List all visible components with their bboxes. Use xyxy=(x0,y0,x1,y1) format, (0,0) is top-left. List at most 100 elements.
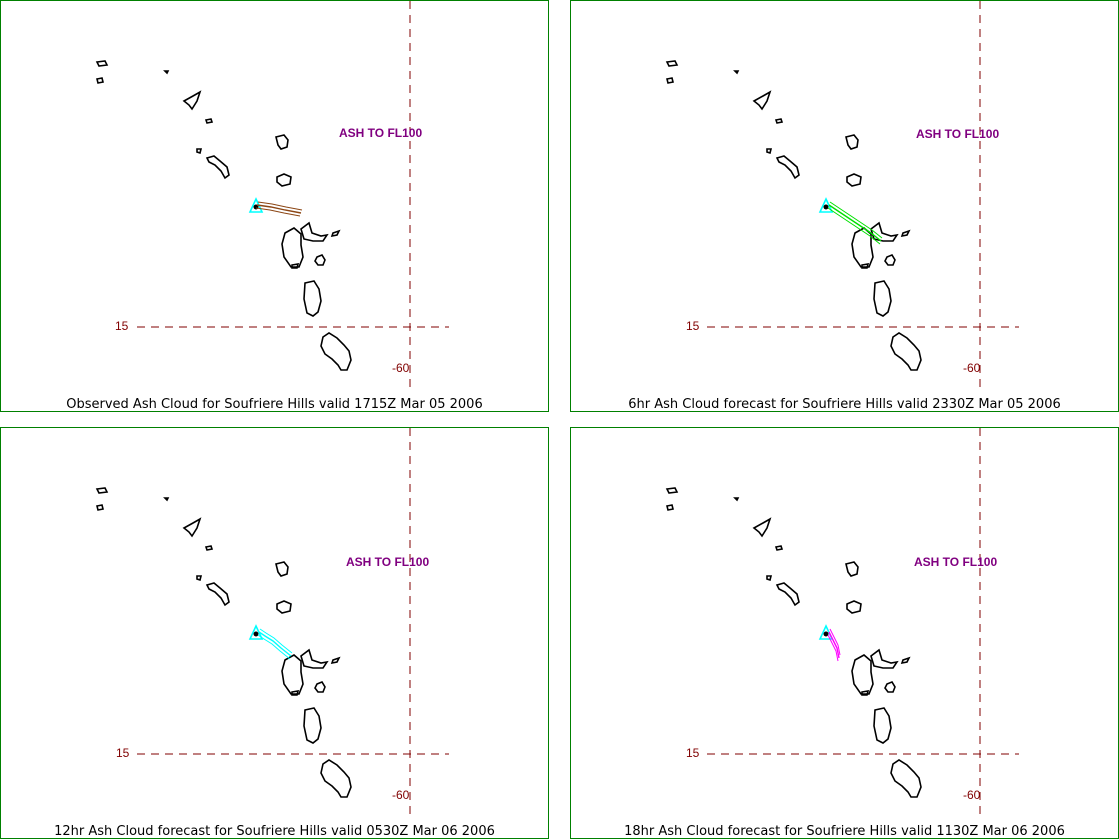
island-3 xyxy=(163,70,170,75)
ash-plume xyxy=(827,628,841,662)
ash-plume xyxy=(257,628,293,660)
island-3 xyxy=(733,497,740,502)
longitude-label: -60 xyxy=(392,361,410,375)
island-guadeloupe-east xyxy=(300,221,329,242)
island-martinique xyxy=(890,759,922,798)
island-guadeloupe-east xyxy=(300,648,329,669)
island-5 xyxy=(774,118,784,124)
ash-plume-edge xyxy=(259,628,293,654)
island-1 xyxy=(665,487,679,494)
latitude-label: 15 xyxy=(686,319,700,333)
island-guadeloupe-west xyxy=(281,227,304,268)
island-6 xyxy=(196,575,203,582)
island-guadeloupe-east xyxy=(870,221,899,242)
island-10 xyxy=(330,229,341,238)
island-6 xyxy=(766,575,773,582)
island-dominica xyxy=(873,707,892,744)
island-2 xyxy=(96,77,104,84)
island-6 xyxy=(766,148,773,155)
island-7 xyxy=(775,155,800,180)
island-8 xyxy=(845,134,859,150)
ash-level-label: ASH TO FL100 xyxy=(346,555,430,569)
island-9 xyxy=(276,600,292,614)
island-7 xyxy=(205,155,230,180)
panel-caption: 18hr Ash Cloud forecast for Soufriere Hi… xyxy=(624,824,1065,839)
island-7 xyxy=(205,582,230,607)
island-6 xyxy=(196,148,203,155)
volcano-dot xyxy=(823,631,829,637)
map-canvas xyxy=(95,428,449,820)
ash-plume-edge xyxy=(257,634,291,660)
ash-plume-edge xyxy=(257,201,303,211)
island-7 xyxy=(775,582,800,607)
panel-caption: 12hr Ash Cloud forecast for Soufriere Hi… xyxy=(54,824,495,839)
ash-plume-edge xyxy=(829,628,841,656)
island-guadeloupe-west xyxy=(851,227,874,268)
island-4 xyxy=(752,90,772,111)
island-5 xyxy=(204,545,214,551)
island-11 xyxy=(861,690,870,696)
island-10 xyxy=(900,656,911,665)
island-4 xyxy=(182,90,202,111)
ash-level-label: ASH TO FL100 xyxy=(339,126,423,140)
ash-level-label: ASH TO FL100 xyxy=(916,127,1000,141)
island-4 xyxy=(182,517,202,538)
ash-plume-path xyxy=(258,631,292,657)
island-9 xyxy=(276,173,292,187)
island-2 xyxy=(666,504,674,511)
island-marie-galante xyxy=(314,681,326,693)
island-dominica xyxy=(303,280,322,317)
island-10 xyxy=(900,229,911,238)
latitude-label: 15 xyxy=(116,746,130,760)
island-11 xyxy=(861,263,870,269)
island-8 xyxy=(275,134,289,150)
volcano-dot xyxy=(253,631,259,637)
island-guadeloupe-west xyxy=(851,654,874,695)
map-panel-6hr: ASH TO FL100 15 -60 6hr Ash Cloud foreca… xyxy=(570,0,1119,412)
island-marie-galante xyxy=(884,681,896,693)
island-3 xyxy=(733,70,740,75)
island-1 xyxy=(95,60,109,67)
ash-plume-path xyxy=(828,204,882,242)
volcano-dot xyxy=(823,204,829,210)
island-guadeloupe-west xyxy=(281,654,304,695)
latitude-label: 15 xyxy=(115,319,129,333)
island-dominica xyxy=(873,280,892,317)
longitude-label: -60 xyxy=(392,788,410,802)
longitude-label: -60 xyxy=(963,788,981,802)
island-marie-galante xyxy=(314,254,326,266)
map-canvas xyxy=(665,428,1019,820)
island-2 xyxy=(666,77,674,84)
island-8 xyxy=(275,561,289,577)
ash-plume-path xyxy=(828,631,840,659)
ash-plume-edge xyxy=(255,207,301,217)
island-2 xyxy=(96,504,104,511)
panel-caption: Observed Ash Cloud for Soufriere Hills v… xyxy=(66,397,483,412)
ash-plume-edge xyxy=(829,201,883,239)
ash-plume xyxy=(827,201,883,245)
island-4 xyxy=(752,517,772,538)
ash-plume-path xyxy=(256,204,302,214)
island-martinique xyxy=(320,332,352,371)
island-8 xyxy=(845,561,859,577)
latitude-label: 15 xyxy=(686,746,700,760)
ash-plume-edge xyxy=(827,207,881,245)
island-martinique xyxy=(320,759,352,798)
ash-plume-edge xyxy=(827,634,839,662)
map-panel-18hr: ASH TO FL100 15 -60 18hr Ash Cloud forec… xyxy=(570,427,1119,839)
island-11 xyxy=(291,263,300,269)
map-panel-12hr: ASH TO FL100 15 -60 12hr Ash Cloud forec… xyxy=(0,427,549,839)
longitude-label: -60 xyxy=(963,361,981,375)
map-canvas xyxy=(665,1,1019,393)
island-marie-galante xyxy=(884,254,896,266)
ash-level-label: ASH TO FL100 xyxy=(914,555,998,569)
island-11 xyxy=(291,690,300,696)
island-guadeloupe-east xyxy=(870,648,899,669)
island-9 xyxy=(846,600,862,614)
island-5 xyxy=(204,118,214,124)
map-canvas xyxy=(95,1,449,393)
island-1 xyxy=(95,487,109,494)
island-1 xyxy=(665,60,679,67)
island-9 xyxy=(846,173,862,187)
panel-caption: 6hr Ash Cloud forecast for Soufriere Hil… xyxy=(628,397,1061,412)
